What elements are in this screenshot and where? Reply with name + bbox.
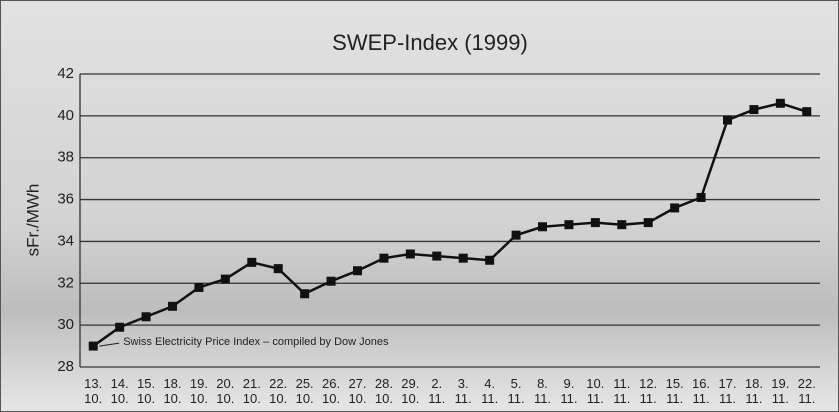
data-point [723, 116, 732, 125]
data-point [538, 222, 547, 231]
data-point [247, 258, 256, 267]
y-tick-label: 32 [57, 274, 74, 291]
data-point [327, 277, 336, 286]
data-point [142, 312, 151, 321]
y-axis-label: sFr./MWh [23, 184, 42, 257]
x-tick-label: 22. 11. [792, 376, 822, 406]
data-point [300, 289, 309, 298]
y-tick-label: 42 [57, 65, 74, 82]
y-tick-label: 30 [57, 316, 74, 333]
data-point [617, 220, 626, 229]
y-tick-label: 34 [57, 232, 74, 249]
annotation: Swiss Electricity Price Index – compiled… [123, 336, 389, 348]
frame [1, 1, 839, 412]
y-tick-label: 38 [57, 149, 74, 166]
y-tick-label: 36 [57, 191, 74, 208]
data-point [353, 266, 362, 275]
data-point [591, 218, 600, 227]
data-point [485, 256, 494, 265]
data-point [115, 323, 124, 332]
data-point [776, 99, 785, 108]
data-point [432, 252, 441, 261]
data-point [406, 249, 415, 258]
data-point [564, 220, 573, 229]
data-point [459, 254, 468, 263]
chart-title: SWEP-Index (1999) [332, 30, 528, 55]
data-point [221, 275, 230, 284]
data-point [644, 218, 653, 227]
y-tick-label: 40 [57, 107, 74, 124]
data-point [670, 203, 679, 212]
data-point [194, 283, 203, 292]
y-tick-label: 28 [57, 358, 74, 375]
chart: SWEP-Index (1999) sFr./MWh 28 30 32 34 36 38 4… [0, 0, 839, 412]
data-point [512, 231, 521, 240]
data-point [89, 342, 98, 351]
data-point [379, 254, 388, 263]
data-point [749, 105, 758, 114]
data-line [93, 103, 807, 346]
chart-container: SWEP-Index (1999) sFr./MWh 28 30 32 34 36 38 4… [0, 0, 839, 412]
data-point [274, 264, 283, 273]
data-point [802, 107, 811, 116]
data-point [697, 193, 706, 202]
data-point [168, 302, 177, 311]
annotation-leader [99, 343, 119, 346]
